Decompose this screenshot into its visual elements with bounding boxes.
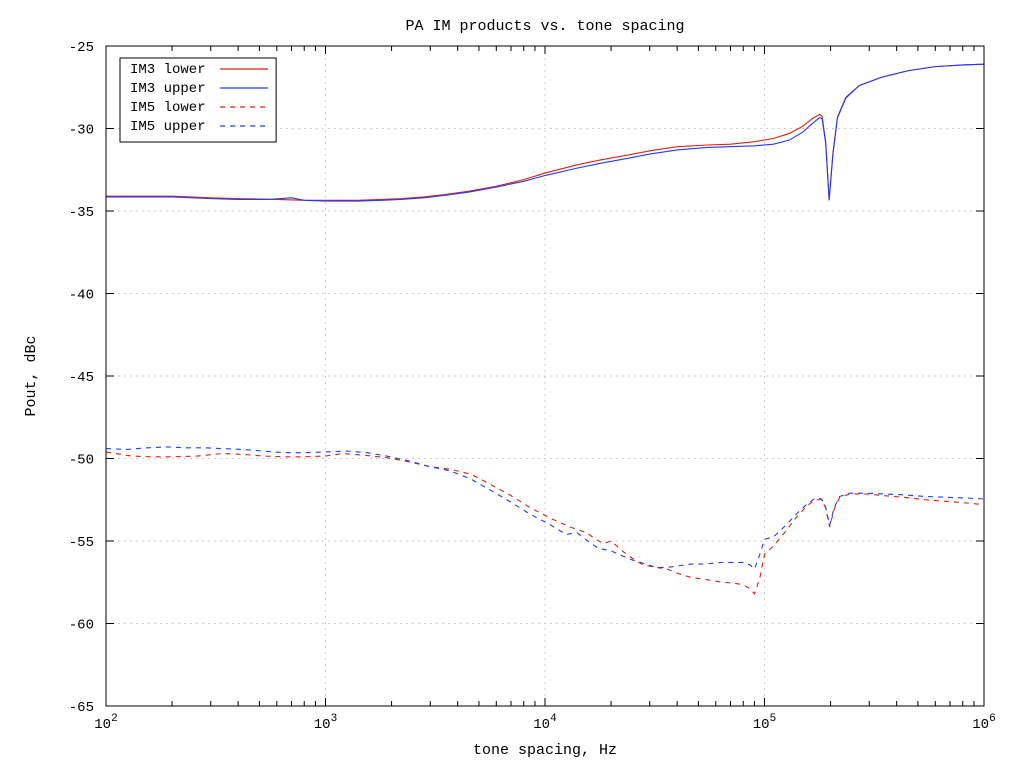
y-tick-label: -40: [69, 288, 94, 304]
y-axis-label: Pout, dBc: [23, 335, 40, 416]
chart-container: -65-60-55-50-45-40-35-30-251021031041051…: [0, 0, 1023, 767]
y-tick-label: -35: [69, 205, 94, 221]
legend-label: IM5 upper: [130, 119, 206, 135]
legend-label: IM3 lower: [130, 62, 206, 78]
x-axis-label: tone spacing, Hz: [473, 742, 617, 759]
y-tick-label: -55: [69, 535, 94, 551]
y-tick-label: -60: [69, 618, 94, 634]
chart-svg: -65-60-55-50-45-40-35-30-251021031041051…: [0, 0, 1023, 767]
y-tick-label: -25: [69, 40, 94, 56]
legend-label: IM3 upper: [130, 81, 206, 97]
legend-label: IM5 lower: [130, 100, 206, 116]
y-tick-label: -30: [69, 123, 94, 139]
chart-title: PA IM products vs. tone spacing: [405, 18, 684, 35]
y-tick-label: -65: [69, 700, 94, 716]
y-tick-label: -45: [69, 370, 94, 386]
y-tick-label: -50: [69, 453, 94, 469]
